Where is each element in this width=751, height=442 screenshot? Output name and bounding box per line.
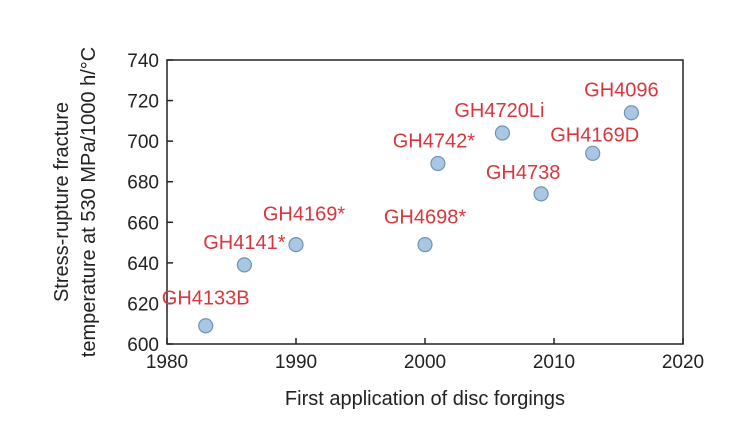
data-point xyxy=(236,257,252,273)
y-axis-label-line: Stress-rupture fracture xyxy=(51,102,73,302)
point-label: GH4141* xyxy=(203,232,285,254)
point-labels: GH4133B GH4141* GH4169* GH4698* GH4742* GH472… xyxy=(162,80,659,310)
data-point xyxy=(533,186,549,202)
x-tick-label: 2020 xyxy=(662,352,704,373)
x-tick-label: 1990 xyxy=(275,352,317,373)
data-point xyxy=(198,318,214,334)
data-point xyxy=(623,105,640,121)
x-tick-label: 2010 xyxy=(533,352,575,373)
data-point xyxy=(494,125,510,141)
axis-ticks: 1980 1990 2000 2010 2020 600 620 640 660 680 700 72… xyxy=(127,51,704,373)
point-label: GH4742* xyxy=(393,130,475,152)
y-axis-label-line: temperature at 530 MPa/1000 h/°C xyxy=(78,47,100,357)
x-tick-label: 2000 xyxy=(404,352,446,373)
y-tick-label: 680 xyxy=(127,173,159,194)
y-tick-label: 660 xyxy=(127,213,159,234)
x-tick-label: 1980 xyxy=(146,352,188,373)
data-point xyxy=(585,145,601,161)
y-tick-label: 600 xyxy=(127,335,159,356)
point-label: GH4738 xyxy=(486,162,561,184)
y-tick-label: 620 xyxy=(127,294,159,315)
point-label: GH4720Li xyxy=(454,100,544,122)
data-point xyxy=(430,155,446,172)
data-points xyxy=(198,105,640,334)
point-label: GH4133B xyxy=(162,288,250,310)
point-label: GH4169* xyxy=(263,204,345,226)
point-label: GH4698* xyxy=(384,207,466,229)
data-point xyxy=(417,237,433,253)
y-tick-label: 740 xyxy=(127,51,159,72)
y-tick-label: 720 xyxy=(127,92,159,113)
point-label: GH4169D xyxy=(550,124,639,146)
data-point xyxy=(288,237,304,253)
y-axis-label: Stress-rupture fracture temperature at 53… xyxy=(51,47,100,357)
y-tick-label: 700 xyxy=(127,132,159,153)
x-axis-label: First application of disc forgings xyxy=(285,388,565,410)
point-label: GH4096 xyxy=(584,80,659,102)
y-tick-label: 640 xyxy=(127,254,159,275)
